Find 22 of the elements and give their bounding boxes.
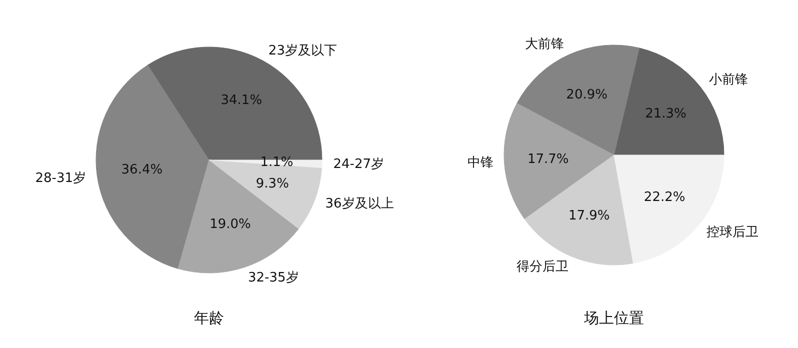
data-label: 19.0% [210, 216, 251, 232]
slice-label: 小前锋 [708, 72, 748, 88]
slice-label: 24-27岁 [333, 156, 384, 172]
data-label: 34.1% [220, 92, 262, 108]
slice-label: 23岁及以下 [268, 43, 337, 58]
slice-label: 得分后卫 [516, 260, 568, 275]
slice-label: 32-35岁 [248, 270, 299, 286]
data-label: 17.7% [527, 152, 569, 167]
data-label: 20.9% [566, 87, 608, 102]
slice-label: 大前锋 [525, 37, 564, 52]
data-label: 36.4% [121, 162, 163, 178]
slice-label: 中锋 [467, 155, 494, 170]
text: 年龄 [194, 309, 224, 327]
data-label: 21.3% [645, 106, 686, 122]
data-label: 1.1% [260, 154, 294, 170]
text: 场上位置 [583, 309, 644, 327]
slice-label: 28-31岁 [35, 170, 86, 186]
data-label: 17.9% [568, 208, 610, 224]
slice-label: 36岁及以上 [325, 196, 394, 212]
data-label: 9.3% [256, 176, 289, 192]
data-label: 22.2% [644, 190, 686, 205]
slice-label: 控球后卫 [706, 225, 759, 240]
